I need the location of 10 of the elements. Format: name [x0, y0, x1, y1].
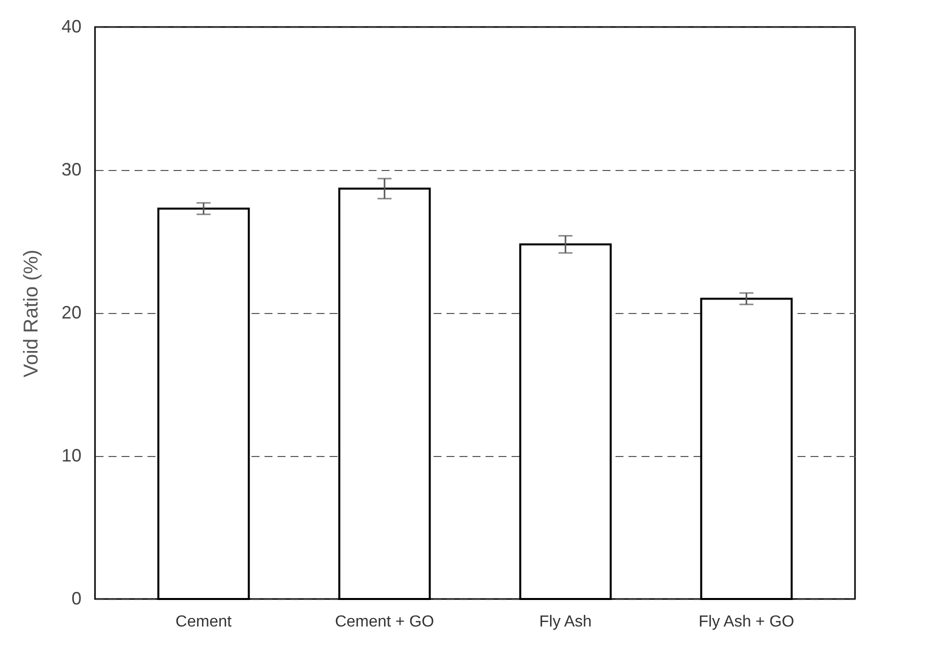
x-tick-label: Fly Ash: [539, 614, 592, 630]
y-tick-label: 0: [71, 588, 82, 608]
y-tick-label: 30: [61, 160, 82, 180]
y-tick-label: 20: [61, 302, 82, 322]
y-tick-label: 10: [61, 446, 82, 466]
y-axis-title: Void Ratio (%): [20, 250, 42, 378]
x-tick-label: Cement + GO: [334, 614, 434, 630]
x-tick-label: Cement: [176, 614, 232, 630]
x-tick-label: Fly Ash + GO: [698, 614, 794, 630]
y-tick-label: 40: [61, 16, 82, 36]
